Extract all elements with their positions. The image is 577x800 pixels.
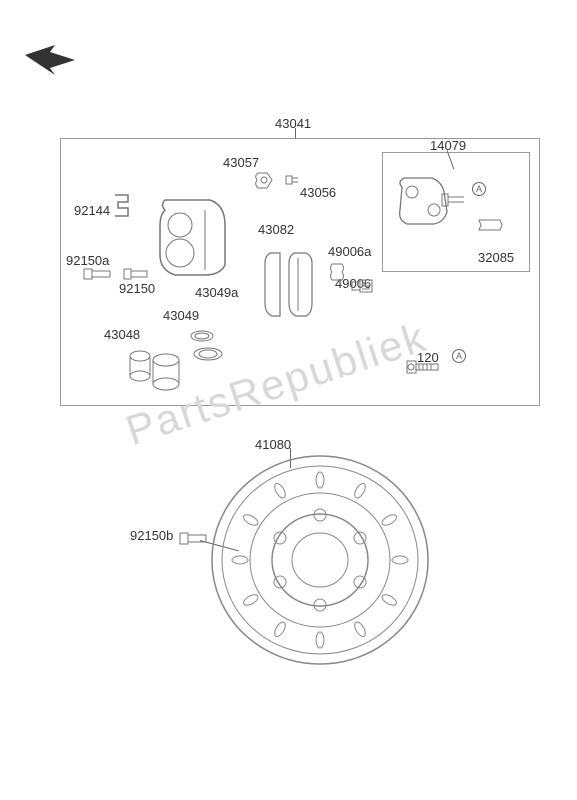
part-label: 43056 [300, 185, 336, 200]
brake-disc-icon [210, 450, 430, 675]
boot-icon [326, 258, 376, 308]
spring-icon [110, 192, 135, 227]
part-label: 43082 [258, 222, 294, 237]
caliper-icon [155, 195, 235, 290]
piston-icon [128, 348, 188, 398]
lead-line [295, 128, 296, 138]
bolt-icon [178, 530, 210, 553]
part-label: 32085 [478, 250, 514, 265]
fitting-icon [252, 168, 302, 201]
clip-icon [476, 216, 506, 239]
part-label: 92150b [130, 528, 173, 543]
nav-arrow-icon [20, 40, 80, 85]
part-label: 43048 [104, 327, 140, 342]
bracket-icon [392, 172, 482, 252]
part-label: 49006a [328, 244, 371, 259]
ref-marker: A [452, 349, 466, 363]
seal-icon [188, 328, 228, 373]
part-label: 92144 [74, 203, 110, 218]
bolt-icon [82, 265, 157, 288]
part-label: 43041 [275, 116, 311, 131]
pad-icon [262, 248, 327, 328]
bolt-icon [405, 358, 443, 381]
part-label: 43049 [163, 308, 199, 323]
part-label: 14079 [430, 138, 466, 153]
